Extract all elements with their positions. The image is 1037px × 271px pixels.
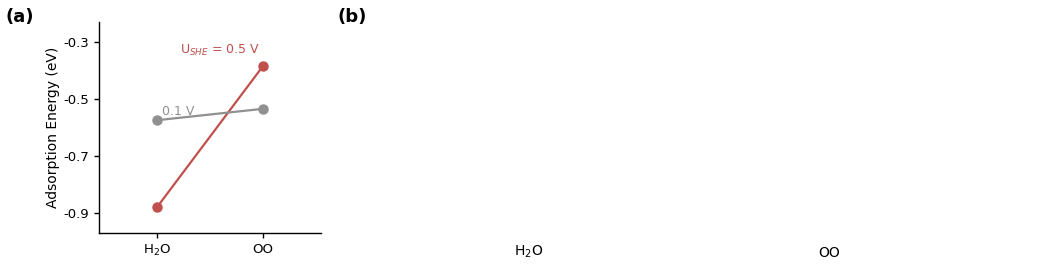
Y-axis label: Adsorption Energy (eV): Adsorption Energy (eV): [47, 47, 60, 208]
Text: (a): (a): [5, 8, 33, 26]
Text: 0.1 V: 0.1 V: [162, 105, 195, 118]
Text: H$_2$O: H$_2$O: [514, 244, 543, 260]
Text: OO: OO: [819, 246, 840, 260]
Text: (b): (b): [337, 8, 366, 26]
Text: U$_{SHE}$ = 0.5 V: U$_{SHE}$ = 0.5 V: [180, 43, 260, 58]
